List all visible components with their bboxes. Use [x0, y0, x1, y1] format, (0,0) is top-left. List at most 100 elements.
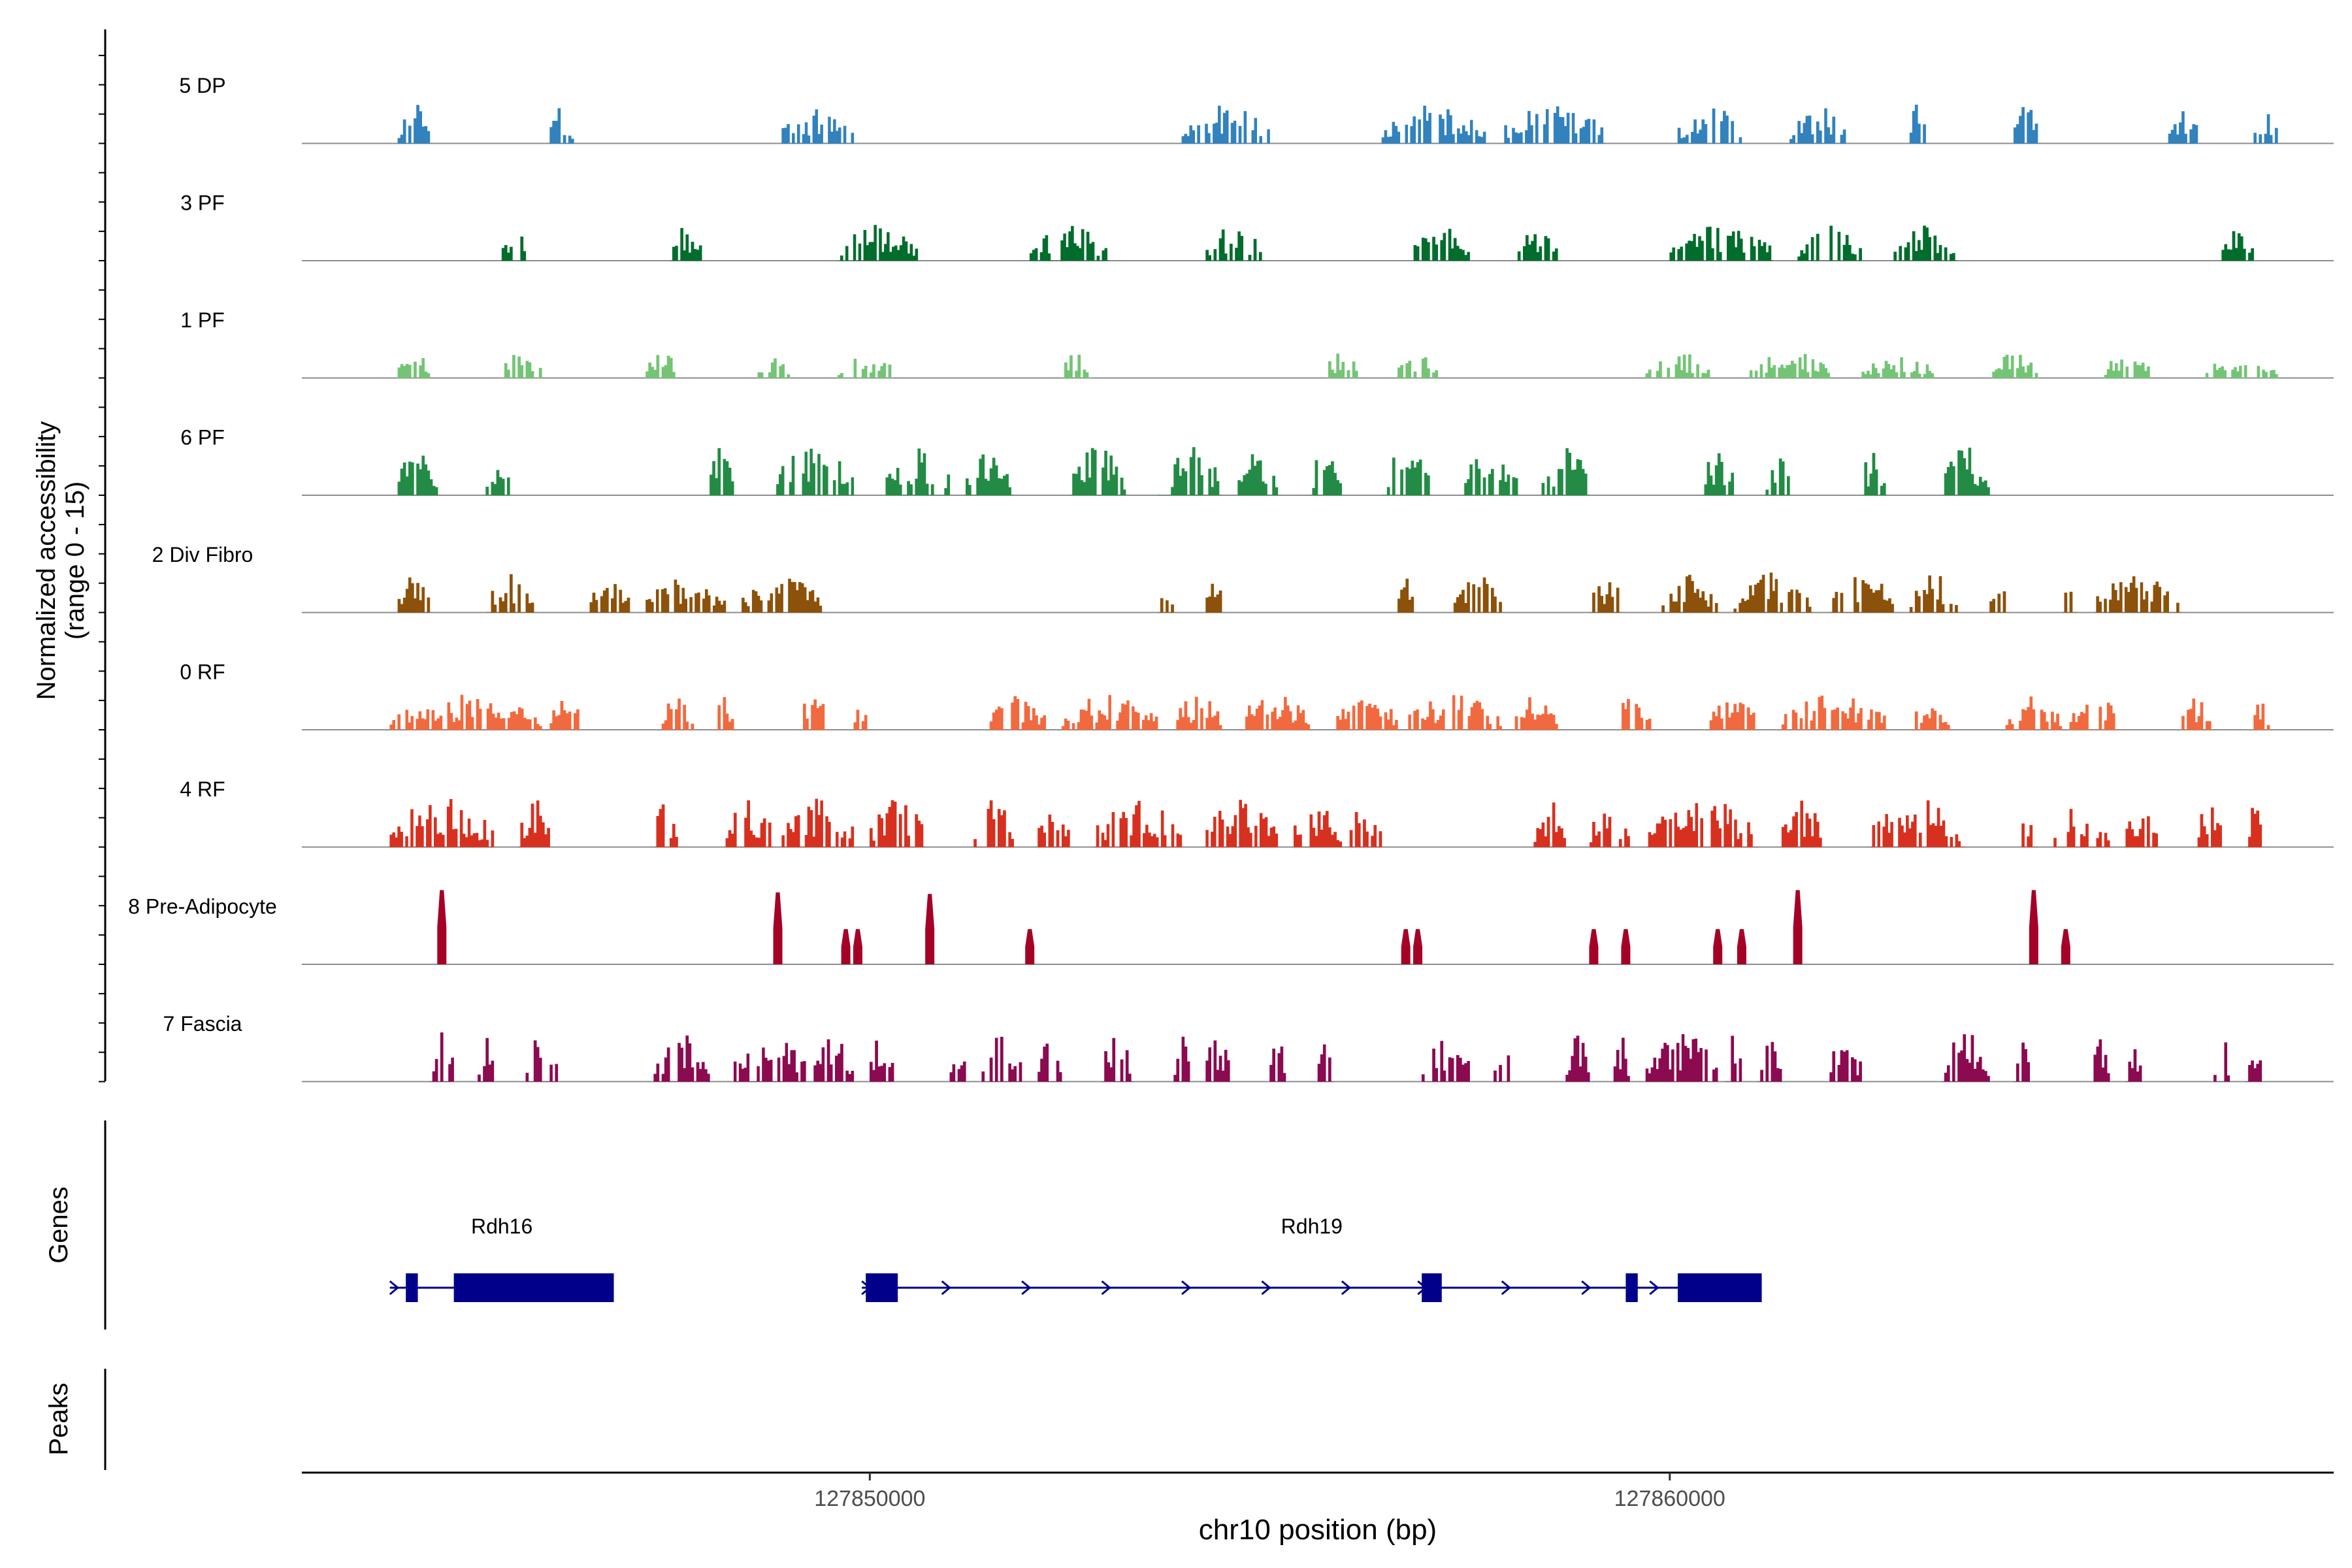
coverage-peak	[485, 470, 510, 496]
coverage-peak	[670, 228, 702, 261]
coverage-peak	[1614, 698, 1654, 730]
x-axis-ticks: 127850000 127860000	[814, 1473, 1725, 1511]
coverage-peak	[1397, 357, 1438, 378]
coverage-peak	[1725, 1036, 1742, 1082]
coverage-peak	[710, 697, 734, 730]
coverage-peak	[2093, 576, 2182, 613]
coverage-peak	[813, 1039, 855, 1082]
coverage-peak	[653, 1036, 710, 1082]
coverage-peak	[478, 1037, 495, 1082]
coverage-peak	[1037, 814, 1070, 847]
coverage-peak	[1869, 800, 1966, 847]
coverage-peak	[798, 699, 830, 730]
coverage-peak	[781, 798, 855, 847]
coverage-peak	[2213, 1042, 2230, 1082]
coverage-peak	[870, 800, 926, 847]
peaks-label: Peaks	[44, 1382, 73, 1455]
coverage-peak	[1942, 1034, 1990, 1082]
gene-strand-arrow	[1649, 1280, 1659, 1296]
coverage-peak	[781, 109, 855, 144]
coverage-spike	[773, 892, 783, 964]
coverage-peak	[1453, 577, 1502, 613]
coverage-peak	[2014, 1042, 2030, 1082]
coverage-peak	[1829, 1050, 1862, 1082]
gene-strand-arrow	[389, 1280, 400, 1296]
coverage-spike	[853, 929, 862, 964]
coverage-peak	[485, 574, 534, 613]
coverage-peak	[2181, 698, 2214, 730]
coverage-peak	[1381, 105, 1486, 144]
coverage-spike	[1737, 929, 1746, 964]
track-4-rf: 4 RF	[180, 777, 2334, 848]
coverage-peak	[525, 1040, 559, 1082]
coverage-peak	[2093, 1039, 2110, 1082]
coverage-peak	[1517, 234, 1558, 261]
gene-exon	[1625, 1273, 1638, 1302]
coverage-peak	[1765, 458, 1790, 496]
coverage-peak	[1781, 695, 1886, 730]
gene-strand-arrow	[1341, 1280, 1352, 1296]
coverage-peak	[1669, 227, 1774, 261]
coverage-peak	[1205, 800, 1279, 847]
coverage-peak	[1102, 1037, 1134, 1082]
coverage-peak	[397, 358, 431, 378]
coverage-peak	[1677, 108, 1742, 144]
x-tick-label: 127860000	[1614, 1486, 1725, 1511]
coverage-peak	[1893, 225, 1958, 261]
coverage-peak	[774, 448, 855, 496]
coverage-spike	[1413, 929, 1423, 964]
coverage-peak	[1237, 696, 1311, 730]
gene-track: Rdh16 Rdh19	[389, 1215, 1762, 1302]
gene-strand-arrow	[861, 1280, 872, 1296]
gene-exon	[1677, 1273, 1762, 1302]
coverage-peak	[1269, 1046, 1286, 1082]
coverage-peak	[1861, 453, 1886, 496]
coverage-peak	[1181, 105, 1270, 144]
x-tick-label: 127850000	[814, 1486, 925, 1511]
coverage-peak	[2197, 807, 2222, 847]
track-0-rf: 0 RF	[180, 661, 2334, 730]
coverage-peak	[1942, 448, 1990, 496]
coverage-peak	[2165, 111, 2198, 144]
coverage-peak	[389, 799, 495, 847]
gene-strand-arrow	[1261, 1280, 1271, 1296]
gene-strand-arrow	[1581, 1280, 1592, 1296]
coverage-peak	[645, 580, 727, 613]
coverage-peak	[661, 698, 694, 730]
coverage-spike	[1589, 929, 1599, 964]
coverage-peak	[1397, 578, 1414, 613]
coverage-peak	[1533, 802, 1566, 847]
coverage-peak	[1909, 575, 1958, 613]
coverage-peak	[885, 448, 951, 496]
coverage-peak	[1205, 583, 1222, 613]
y-axis-subtitle: (range 0 - 15)	[61, 482, 90, 640]
track-7-fascia: 7 Fascia	[163, 1012, 2334, 1083]
coverage-peak	[742, 578, 823, 613]
coverage-peak	[966, 454, 1014, 496]
coverage-peak	[2205, 363, 2278, 378]
coverage-peak	[1709, 702, 1758, 730]
track-label: 7 Fascia	[163, 1012, 242, 1036]
coverage-peak	[1701, 453, 1734, 496]
coverage-peak	[397, 455, 438, 496]
coverage-peak	[1645, 354, 1710, 378]
coverage-peak	[1173, 696, 1222, 730]
coverage-peak	[1645, 1034, 1718, 1082]
track-3-pf: 3 PF	[180, 191, 2334, 261]
coverage-spike	[1025, 929, 1035, 964]
coverage-peak	[2125, 1049, 2142, 1082]
coverage-peak	[1205, 229, 1262, 261]
coverage-peak	[1789, 108, 1846, 144]
track-label: 1 PF	[180, 308, 225, 332]
coverage-peak	[1661, 574, 1718, 613]
coverage-peak	[653, 804, 678, 847]
x-axis-title: chr10 position (bp)	[1199, 1514, 1437, 1546]
coverage-peak	[949, 1061, 966, 1082]
coverage-peak	[2253, 114, 2278, 144]
track-label: 6 PF	[180, 426, 225, 449]
coverage-peak	[1349, 812, 1382, 847]
track-label: 2 Div Fibro	[152, 543, 253, 566]
gene-strand-arrow	[1501, 1280, 1512, 1296]
coverage-peak	[2253, 704, 2270, 730]
coverage-peak	[1989, 591, 2006, 613]
